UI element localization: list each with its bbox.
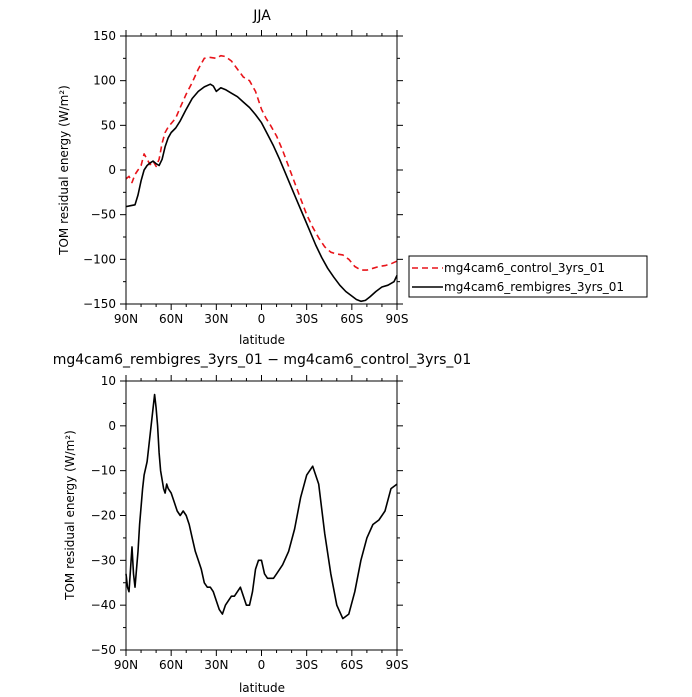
top-chart-ytick-label: −150 [83, 297, 116, 311]
bottom-chart-xtick-label: 90S [386, 658, 409, 672]
bottom-chart-xtick-label: 60S [340, 658, 363, 672]
bottom-chart-xtick-label: 90N [114, 658, 138, 672]
top-chart-xtick-label: 90N [114, 312, 138, 326]
legend-label-rembigres: mg4cam6_rembigres_3yrs_01 [444, 280, 624, 294]
bottom-chart-ytick-label: −10 [91, 464, 116, 478]
bottom-chart-xtick-label: 60N [159, 658, 183, 672]
top-chart-series-line-0 [125, 54, 398, 271]
top-chart-ytick-label: 50 [101, 118, 116, 132]
top-chart-title: JJA [252, 8, 271, 24]
top-chart-xtick-label: 90S [386, 312, 409, 326]
top-chart-xtick-label: 60N [159, 312, 183, 326]
top-chart-ytick-label: 100 [93, 74, 116, 88]
bottom-chart-ylabel: TOM residual energy (W/m²) [63, 430, 77, 601]
top-chart-ytick-label: 0 [108, 163, 116, 177]
top-chart-ytick-label: 150 [93, 29, 116, 43]
top-chart-ytick-label: −50 [91, 208, 116, 222]
top-chart-xtick-label: 30S [295, 312, 318, 326]
bottom-chart-ytick-label: 10 [101, 374, 116, 388]
bottom-chart-ytick-label: 0 [108, 419, 116, 433]
top-chart-ylabel: TOM residual energy (W/m²) [57, 85, 71, 256]
bottom-chart-ytick-label: −40 [91, 598, 116, 612]
legend-box [408, 255, 648, 298]
top-chart-ticks: 90N 60N 30N 0 30S 60S 90S 150 100 50 0 −50 −100 −150 [83, 29, 408, 326]
top-chart-xtick-label: 0 [258, 312, 266, 326]
bottom-chart: mg4cam6_rembigres_3yrs_01 − mg4cam6_cont… [53, 352, 472, 695]
bottom-chart-frame [125, 380, 398, 651]
bottom-chart-xtick-label: 0 [258, 658, 266, 672]
bottom-chart-xlabel: latitude [239, 681, 285, 695]
bottom-chart-ticks: 90N 60N 30N 0 30S 60S 90S 10 0 −10 −20 −30 −40 −50 [91, 374, 409, 672]
top-chart-frame [125, 35, 398, 305]
bottom-chart-ytick-label: −30 [91, 553, 116, 567]
legend: mg4cam6_control_3yrs_01 mg4cam6_rembigre… [408, 255, 648, 298]
bottom-chart-series-line-0 [125, 393, 398, 620]
top-chart-xtick-label: 60S [340, 312, 363, 326]
top-chart: JJA latitude TOM residual energy (W/m²) … [57, 8, 408, 347]
top-chart-ytick-label: −100 [83, 252, 116, 266]
top-chart-series-line-1 [125, 83, 398, 303]
bottom-chart-series [125, 393, 398, 620]
bottom-chart-xtick-label: 30S [295, 658, 318, 672]
bottom-chart-xtick-label: 30N [204, 658, 228, 672]
bottom-chart-ytick-label: −50 [91, 643, 116, 657]
top-chart-xtick-label: 30N [204, 312, 228, 326]
top-chart-series [125, 54, 398, 303]
legend-label-control: mg4cam6_control_3yrs_01 [444, 261, 605, 275]
bottom-chart-ytick-label: −20 [91, 509, 116, 523]
top-chart-xlabel: latitude [239, 333, 285, 347]
bottom-chart-title: mg4cam6_rembigres_3yrs_01 − mg4cam6_cont… [53, 352, 472, 368]
